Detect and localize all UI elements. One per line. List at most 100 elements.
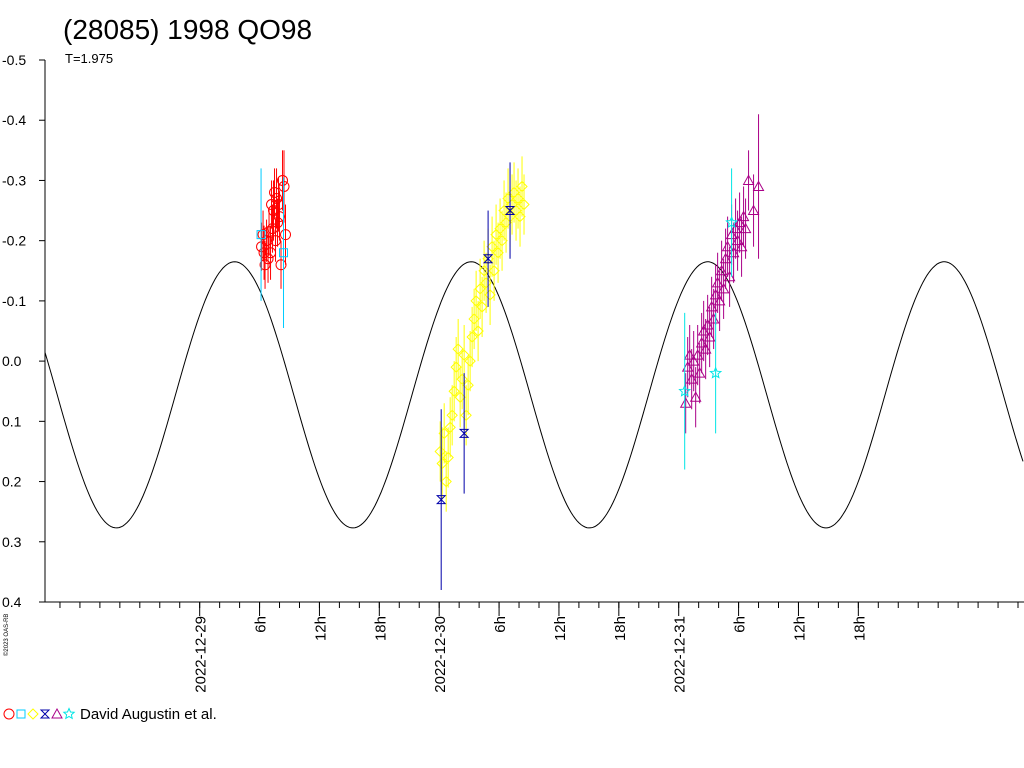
triangle-data-point xyxy=(679,397,692,408)
data-points xyxy=(256,114,765,590)
diamond-data-point xyxy=(440,475,452,488)
copyright-note: ©2023 OAS-RB xyxy=(3,614,10,656)
diamond-data-point xyxy=(486,240,498,253)
y-tick-label: 0.0 xyxy=(2,353,22,369)
circle-data-point xyxy=(274,211,286,223)
triangle-data-point xyxy=(691,349,704,360)
x-tick-label: 18h xyxy=(612,616,629,641)
triangle-data-point xyxy=(701,318,714,330)
axes xyxy=(44,60,1024,603)
diamond-data-point xyxy=(496,234,508,247)
diamond-data-point xyxy=(474,283,486,295)
y-tick-label: 0.2 xyxy=(2,474,22,490)
star-data-point xyxy=(709,366,723,379)
legend-square-icon xyxy=(16,709,26,719)
triangle-data-point xyxy=(711,276,724,288)
triangle-data-point xyxy=(717,282,730,294)
triangle-data-point xyxy=(747,204,760,216)
star-data-point xyxy=(678,384,692,397)
triangle-data-point xyxy=(683,349,696,360)
diamond-data-point xyxy=(514,210,526,223)
hourglass-data-point xyxy=(504,206,516,216)
triangle-data-point xyxy=(729,222,742,234)
legend-circle-icon xyxy=(3,708,15,720)
triangle-data-point xyxy=(705,300,718,312)
chart-title: (28085) 1998 QO98 xyxy=(63,14,312,45)
diamond-data-point xyxy=(456,373,468,385)
x-tick-label: 12h xyxy=(312,616,329,641)
y-tick-label: 0.3 xyxy=(2,534,22,550)
diamond-data-point xyxy=(484,289,496,301)
y-tick-label: -0.4 xyxy=(2,112,26,128)
triangle-data-point xyxy=(687,355,700,366)
legend-hourglass-icon xyxy=(39,709,51,719)
legend-star-icon xyxy=(62,707,76,720)
star-data-point xyxy=(725,215,739,229)
circle-data-point xyxy=(263,226,275,238)
x-tick-label: 12h xyxy=(552,616,569,641)
triangle-data-point xyxy=(707,312,720,324)
legend-symbols xyxy=(3,707,76,720)
triangle-data-point xyxy=(685,373,698,384)
x-tick-label: 6h xyxy=(253,616,270,633)
triangle-data-point xyxy=(727,246,740,258)
diamond-data-point xyxy=(452,343,464,355)
diamond-data-point xyxy=(460,409,472,422)
x-tick-label: 12h xyxy=(791,616,808,641)
x-tick-label: 2022-12-31 xyxy=(672,616,689,693)
circle-data-point xyxy=(280,229,292,241)
diamond-data-point xyxy=(436,457,448,470)
diamond-data-point xyxy=(464,355,476,367)
triangle-data-point xyxy=(739,222,752,234)
diamond-data-point xyxy=(512,192,524,205)
legend-triangle-icon xyxy=(51,707,63,719)
diamond-data-point xyxy=(454,391,466,403)
diamond-data-point xyxy=(518,198,530,211)
circle-data-point xyxy=(271,193,283,205)
diamond-data-point xyxy=(478,265,490,277)
triangle-data-point xyxy=(709,288,722,300)
diamond-data-point xyxy=(498,204,510,217)
hourglass-data-point xyxy=(458,428,470,438)
diamond-data-point xyxy=(472,325,484,337)
diamond-data-point xyxy=(458,349,470,361)
diamond-data-point xyxy=(466,331,478,343)
triangle-data-point xyxy=(699,343,712,354)
diamond-data-point xyxy=(444,421,456,434)
triangle-data-point xyxy=(735,240,748,252)
diamond-data-point xyxy=(442,451,454,464)
chart-subtitle: T=1.975 xyxy=(65,51,113,66)
triangle-data-point xyxy=(731,234,744,246)
triangle-data-point xyxy=(695,337,708,348)
triangle-data-point xyxy=(721,240,734,252)
diamond-data-point xyxy=(468,313,480,325)
diamond-data-point xyxy=(488,265,500,277)
diamond-data-point xyxy=(516,180,528,193)
triangle-data-point xyxy=(733,216,746,228)
y-tick-label: -0.5 xyxy=(2,52,26,68)
x-tick-label: 2022-12-30 xyxy=(432,616,449,693)
triangle-data-point xyxy=(719,252,732,264)
triangle-data-point xyxy=(715,264,728,276)
y-tick-label: -0.1 xyxy=(2,293,26,309)
y-ticks: -0.5 -0.4 -0.3 -0.2 -0.1 0.0 0.1 0.2 0.3 0.4 xyxy=(2,52,45,610)
triangle-data-point xyxy=(723,270,736,282)
triangle-data-point xyxy=(697,324,710,336)
model-curve-line xyxy=(44,261,1024,529)
y-tick-label: -0.2 xyxy=(2,233,26,249)
diamond-data-point xyxy=(476,301,488,313)
triangle-data-point xyxy=(689,391,702,402)
triangle-data-point xyxy=(737,210,750,222)
diamond-data-point xyxy=(494,222,506,235)
circle-data-point xyxy=(275,259,287,271)
circle-data-point xyxy=(277,174,289,186)
hourglass-data-point xyxy=(435,495,447,505)
diamond-data-point xyxy=(480,277,492,289)
hourglass-data-point xyxy=(482,254,494,264)
circle-data-point xyxy=(272,217,284,229)
diamond-data-point xyxy=(448,385,460,397)
legend-diamond-icon xyxy=(27,708,39,720)
diamond-data-point xyxy=(470,295,482,307)
diamond-data-point xyxy=(434,445,446,458)
x-tick-label: 18h xyxy=(851,616,868,641)
